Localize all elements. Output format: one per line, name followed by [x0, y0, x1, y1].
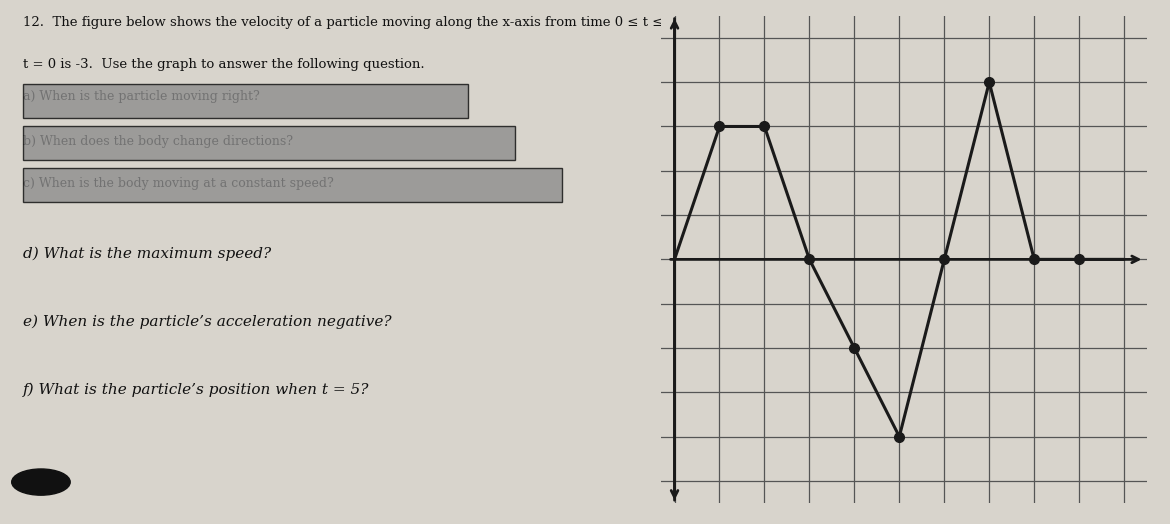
Text: a) When is the particle moving right?: a) When is the particle moving right?: [23, 91, 260, 103]
FancyBboxPatch shape: [23, 126, 515, 160]
Text: d) What is the maximum speed?: d) What is the maximum speed?: [23, 246, 271, 260]
Point: [800, 255, 819, 264]
Text: e) When is the particle’s acceleration negative?: e) When is the particle’s acceleration n…: [23, 314, 392, 329]
Point: [710, 122, 729, 130]
Text: b) When does the body change directions?: b) When does the body change directions?: [23, 135, 294, 148]
FancyBboxPatch shape: [23, 168, 562, 202]
Point: [1025, 255, 1044, 264]
Point: [845, 344, 863, 352]
Text: t = 0 is -3.  Use the graph to answer the following question.: t = 0 is -3. Use the graph to answer the…: [23, 58, 425, 71]
Text: 12.  The figure below shows the velocity of a particle moving along the x-axis f: 12. The figure below shows the velocity …: [23, 16, 827, 29]
FancyBboxPatch shape: [23, 84, 468, 118]
Point: [1069, 255, 1088, 264]
Point: [980, 78, 999, 86]
Point: [755, 122, 773, 130]
Circle shape: [12, 469, 70, 495]
Point: [890, 432, 909, 441]
Text: f) What is the particle’s position when t = 5?: f) What is the particle’s position when …: [23, 383, 370, 397]
Text: c) When is the body moving at a constant speed?: c) When is the body moving at a constant…: [23, 177, 335, 190]
Point: [935, 255, 954, 264]
